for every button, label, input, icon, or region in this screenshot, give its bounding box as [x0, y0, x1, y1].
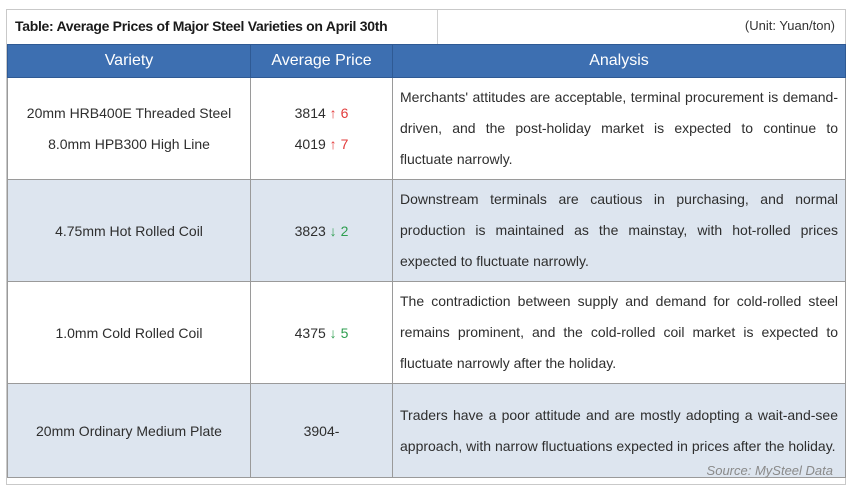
- variety-cell: 1.0mm Cold Rolled Coil: [7, 281, 251, 384]
- variety-name: 20mm Ordinary Medium Plate: [36, 422, 222, 439]
- variety-name: 1.0mm Cold Rolled Coil: [55, 324, 203, 341]
- variety-cell: 20mm Ordinary Medium Plate: [7, 383, 251, 478]
- price-value: 3904-: [303, 422, 340, 439]
- analysis-cell: Traders have a poor attitude and are mos…: [392, 383, 846, 478]
- variety-name: 8.0mm HPB300 High Line: [48, 135, 210, 152]
- table-row: 1.0mm Cold Rolled Coil 4375 ↓ 5 The cont…: [7, 281, 846, 384]
- arrow-up-icon: ↑: [329, 104, 337, 121]
- price-change: 5: [340, 324, 349, 341]
- analysis-cell: Downstream terminals are cautious in pur…: [392, 179, 846, 282]
- price-value: 3814: [294, 104, 326, 121]
- table-frame: Table: Average Prices of Major Steel Var…: [6, 9, 846, 485]
- variety-cell: 20mm HRB400E Threaded Steel 8.0mm HPB300…: [7, 77, 251, 180]
- arrow-up-icon: ↑: [329, 135, 337, 152]
- price-value: 3823: [294, 222, 326, 239]
- arrow-down-icon: ↓: [329, 222, 337, 239]
- column-header-variety: Variety: [7, 44, 251, 78]
- source-note: Source: MySteel Data: [706, 463, 833, 478]
- table-title: Table: Average Prices of Major Steel Var…: [15, 18, 388, 34]
- column-header-average-price: Average Price: [250, 44, 393, 78]
- table-row: 20mm HRB400E Threaded Steel 8.0mm HPB300…: [7, 77, 846, 180]
- price-cell: 4375 ↓ 5: [250, 281, 393, 384]
- price-entry: 4019 ↑ 7: [252, 129, 391, 160]
- price-entry: 3814 ↑ 6: [252, 98, 391, 129]
- column-header-analysis: Analysis: [392, 44, 846, 78]
- price-change: 2: [340, 222, 349, 239]
- variety-cell: 4.75mm Hot Rolled Coil: [7, 179, 251, 282]
- price-change: 6: [340, 104, 349, 121]
- variety-name: 20mm HRB400E Threaded Steel: [26, 104, 232, 121]
- price-cell: 3823 ↓ 2: [250, 179, 393, 282]
- analysis-cell: The contradiction between supply and dem…: [392, 281, 846, 384]
- variety-name: 4.75mm Hot Rolled Coil: [55, 222, 203, 239]
- unit-label: (Unit: Yuan/ton): [744, 18, 835, 33]
- title-bar: Table: Average Prices of Major Steel Var…: [7, 10, 845, 45]
- price-cell: 3814 ↑ 6 4019 ↑ 7: [250, 77, 393, 180]
- title-divider: [437, 10, 438, 44]
- price-change: 7: [340, 135, 349, 152]
- arrow-down-icon: ↓: [329, 324, 337, 341]
- price-table: Variety Average Price Analysis 20mm HRB4…: [7, 44, 846, 478]
- table-row: 20mm Ordinary Medium Plate 3904- Traders…: [7, 383, 846, 478]
- price-value: 4375: [294, 324, 326, 341]
- header-row: Variety Average Price Analysis: [7, 44, 846, 78]
- analysis-cell: Merchants' attitudes are acceptable, ter…: [392, 77, 846, 180]
- price-cell: 3904-: [250, 383, 393, 478]
- price-value: 4019: [294, 135, 326, 152]
- table-row: 4.75mm Hot Rolled Coil 3823 ↓ 2 Downstre…: [7, 179, 846, 282]
